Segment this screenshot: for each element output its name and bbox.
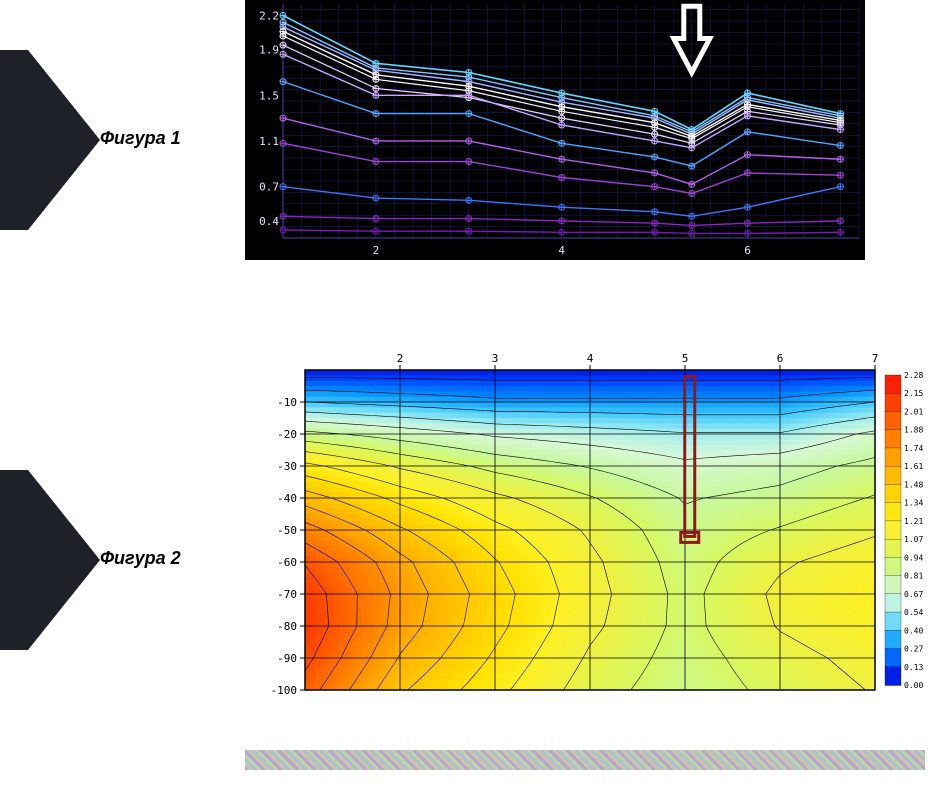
chevron-shape [0,50,100,230]
chevron-shape [0,470,100,650]
fig1-svg: 0.4 0.7 1.1 1.5 1.9 2.2 2 4 6 [245,0,865,260]
svg-text:1.5: 1.5 [259,89,279,102]
label-arrow-fig2: Фигура 2 [0,470,230,650]
fig1-line-chart: 0.4 0.7 1.1 1.5 1.9 2.2 2 4 6 [245,0,865,260]
label-arrow-fig1: Фигура 1 [0,50,230,230]
fig2-svg: 234567-10-20-30-40-50-60-70-80-90-1002.2… [245,350,925,720]
svg-text:1.9: 1.9 [259,44,279,57]
svg-text:0.7: 0.7 [259,181,279,194]
svg-text:4: 4 [558,244,565,257]
svg-text:1.1: 1.1 [259,135,279,148]
noise-strip [245,750,925,770]
fig1-label: Фигура 1 [100,128,181,149]
svg-text:0.4: 0.4 [259,215,279,228]
fig2-label: Фигура 2 [100,548,181,569]
fig2-heatmap-chart: 234567-10-20-30-40-50-60-70-80-90-1002.2… [245,350,925,720]
svg-text:6: 6 [744,244,751,257]
svg-text:2: 2 [373,244,380,257]
svg-text:2.2: 2.2 [259,9,279,22]
